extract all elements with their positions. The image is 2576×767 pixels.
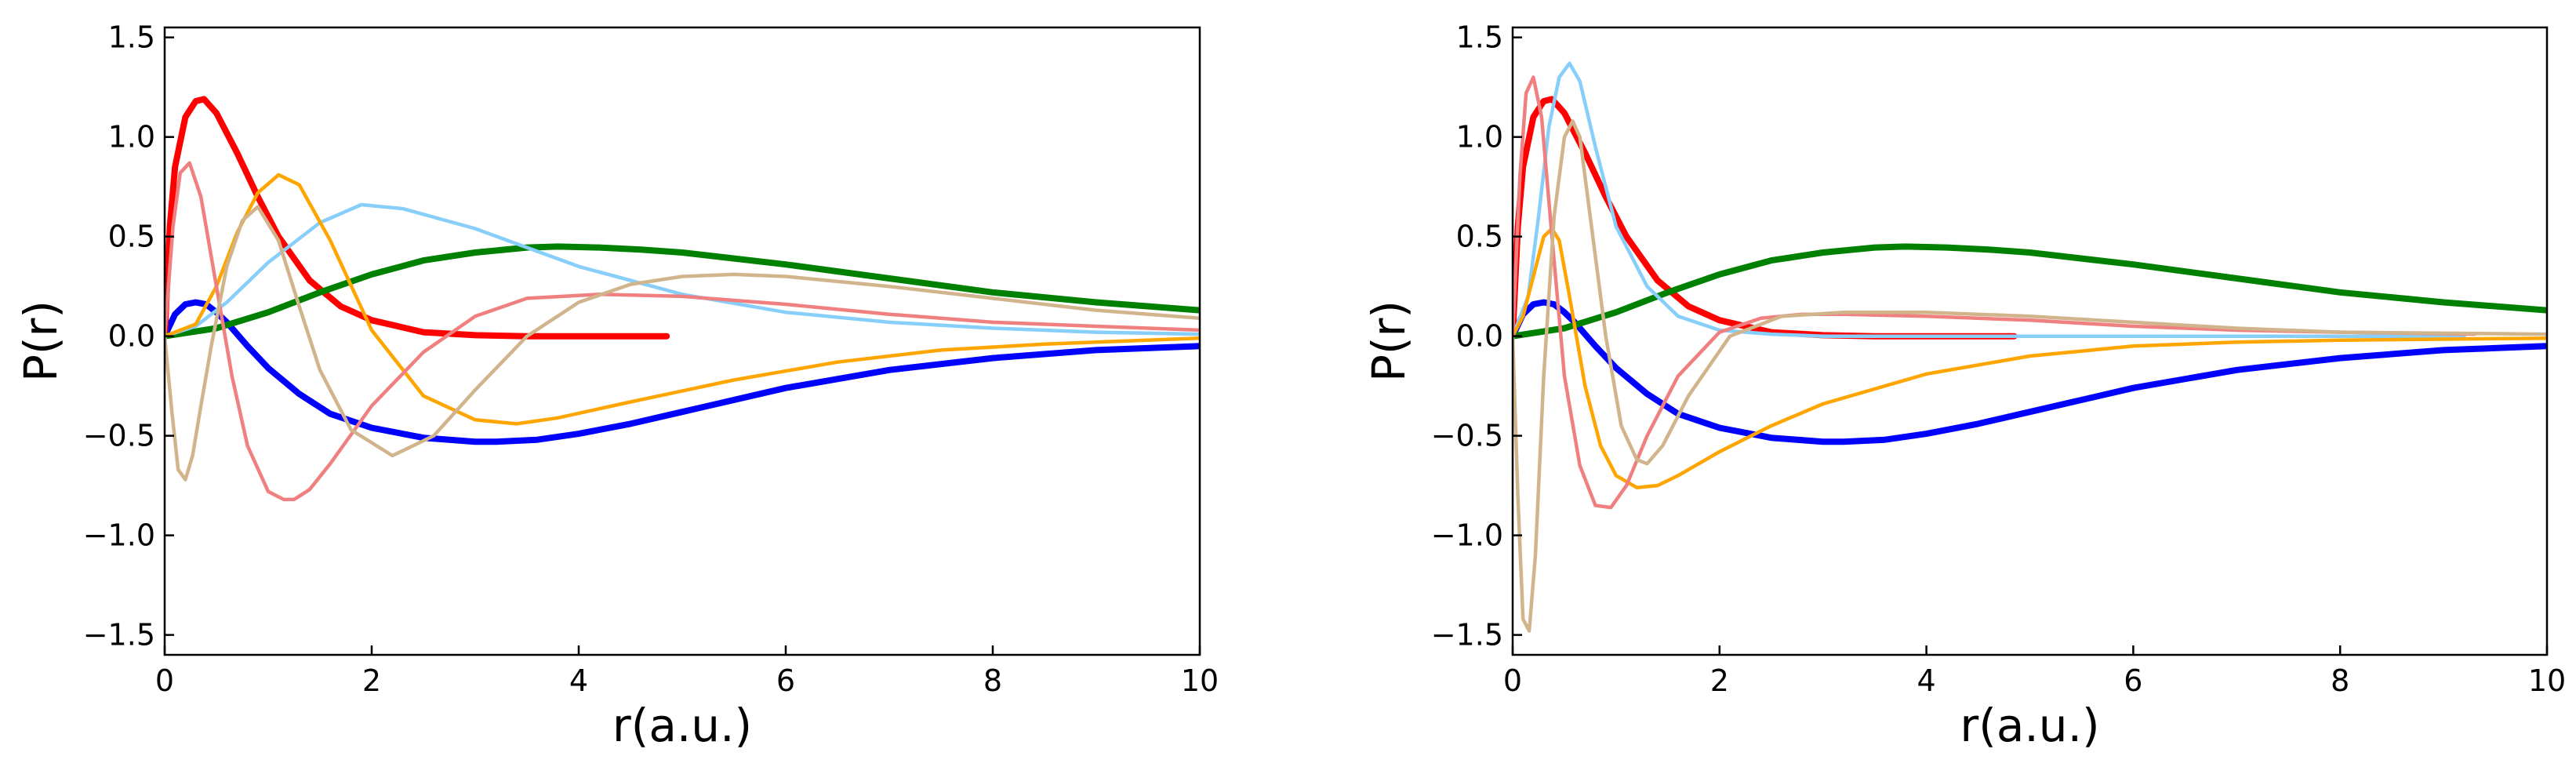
x-tick-label: 10 — [1181, 663, 1219, 698]
x-tick-label: 4 — [1917, 663, 1936, 698]
series-line-2 — [165, 96, 670, 340]
y-tick-label: 0.0 — [108, 319, 155, 354]
series-line-2 — [1513, 96, 2018, 340]
series-line-6 — [165, 161, 1200, 502]
x-tick-label: 4 — [569, 663, 588, 698]
series-group — [1513, 61, 2547, 633]
y-tick-label: −1.5 — [83, 618, 155, 652]
plot-frame — [1511, 26, 2549, 656]
series-line-1 — [165, 299, 1200, 445]
series-line-6 — [1513, 75, 2476, 510]
x-tick-label: 8 — [2331, 663, 2349, 698]
y-tick-label: −0.5 — [1431, 419, 1503, 453]
y-tick-label: 1.0 — [108, 120, 155, 154]
series-group — [165, 96, 1200, 502]
x-tick-label: 2 — [1710, 663, 1729, 698]
x-axis-label: r(a.u.) — [612, 699, 752, 752]
series-line-3 — [1513, 243, 2547, 340]
x-tick-label: 6 — [776, 663, 795, 698]
chart-panel-2: 0 2 4 6 8 10 1.5 1.0 0.5 0.0 −0.5 −1.0 −1.5 r(a.u.) P(… — [1362, 20, 2566, 752]
chart-panel-1: 0 2 4 6 8 10 1.5 1.0 0.5 0.0 −0.5 −1.0 −1.5 r(a.u.) P(… — [14, 20, 1219, 752]
x-tick-label: 6 — [2124, 663, 2142, 698]
series-line-3 — [165, 243, 1200, 340]
y-tick-label: 1.5 — [1456, 20, 1503, 55]
y-tick-label: 1.0 — [1456, 120, 1503, 154]
y-tick-label: 1.5 — [108, 20, 155, 55]
y-tick-label: −1.0 — [83, 518, 155, 553]
series-line-7 — [1513, 119, 2547, 633]
y-tick-label: 0.5 — [1456, 220, 1503, 254]
plot-frame — [163, 26, 1201, 656]
y-tick-label: −0.5 — [83, 419, 155, 453]
y-axis-label: P(r) — [14, 300, 67, 382]
series-line-5 — [1513, 227, 2547, 489]
series-line-1 — [1513, 299, 2547, 445]
y-axis-label: P(r) — [1362, 300, 1415, 382]
y-tick-label: 0.5 — [108, 220, 155, 254]
y-tick-label: −1.5 — [1431, 618, 1503, 652]
x-tick-label: 0 — [1503, 663, 1522, 698]
x-tick-label: 8 — [983, 663, 1002, 698]
y-tick-label: 0.0 — [1456, 319, 1503, 354]
x-tick-label: 10 — [2528, 663, 2566, 698]
series-line-4 — [1513, 61, 2466, 338]
y-tick-label: −1.0 — [1431, 518, 1503, 553]
x-axis-label: r(a.u.) — [1960, 699, 2099, 752]
series-line-7 — [165, 205, 1200, 482]
x-tick-label: 0 — [155, 663, 174, 698]
x-tick-label: 2 — [362, 663, 381, 698]
series-line-4 — [165, 202, 1200, 338]
